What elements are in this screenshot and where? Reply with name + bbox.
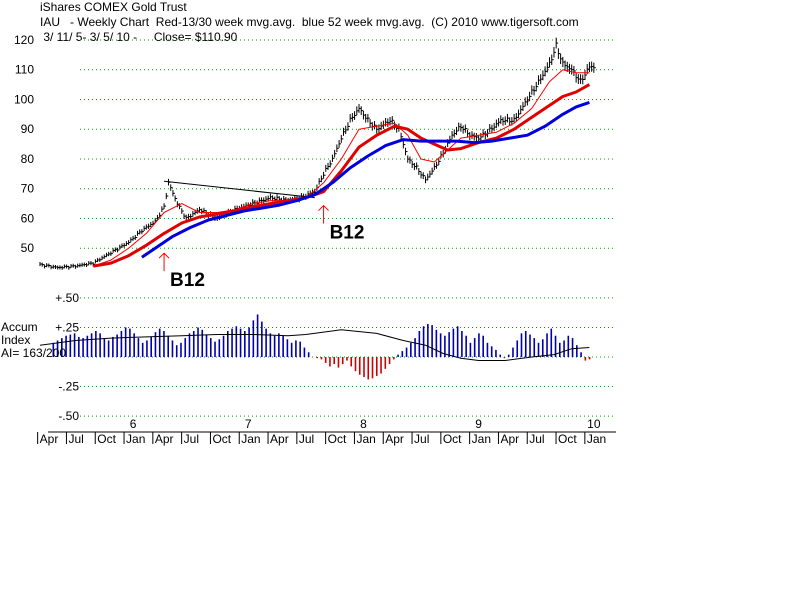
month-label: Oct bbox=[328, 432, 347, 446]
month-label: Jan bbox=[587, 432, 606, 446]
accum-tick-label: +.25 bbox=[55, 320, 79, 334]
price-tick-label: 100 bbox=[14, 92, 34, 106]
month-label: Oct bbox=[97, 432, 116, 446]
month-label: Apr bbox=[40, 432, 59, 446]
price-tick-label: 80 bbox=[21, 152, 35, 166]
moving-averages bbox=[92, 69, 591, 268]
accum-tick-label: -.50 bbox=[58, 409, 79, 423]
year-label: 9 bbox=[475, 417, 482, 431]
ma-13-week-line bbox=[93, 69, 590, 267]
accum-tick-label: +.50 bbox=[55, 291, 79, 305]
accum-title-line: Accum bbox=[1, 320, 38, 334]
buy-arrow-head bbox=[318, 204, 329, 211]
month-label: Apr bbox=[155, 432, 174, 446]
year-label: 7 bbox=[245, 417, 252, 431]
month-label: Jul bbox=[529, 432, 544, 446]
price-tick-label: 70 bbox=[21, 182, 35, 196]
accum-bars bbox=[52, 314, 591, 380]
month-label: Apr bbox=[500, 432, 519, 446]
month-label: Apr bbox=[385, 432, 404, 446]
price-trendline bbox=[164, 180, 315, 199]
month-label: Oct bbox=[212, 432, 231, 446]
trendline bbox=[164, 180, 315, 199]
year-label: 10 bbox=[587, 417, 601, 431]
month-label: Jul bbox=[184, 432, 199, 446]
month-label: Jan bbox=[241, 432, 260, 446]
month-label: Oct bbox=[558, 432, 577, 446]
price-bars bbox=[39, 37, 596, 270]
buy-signal-label: B12 bbox=[330, 223, 365, 244]
accum-title-line: Index bbox=[1, 333, 30, 347]
price-tick-label: 50 bbox=[21, 241, 35, 255]
month-label: Jul bbox=[299, 432, 314, 446]
month-label: Jul bbox=[414, 432, 429, 446]
month-label: Oct bbox=[443, 432, 462, 446]
price-tick-label: 120 bbox=[14, 33, 34, 47]
price-y-ticks: 50 60 70 80 90 100 110 120 bbox=[14, 33, 34, 255]
date-range-close: 3/ 11/ 5- 3/ 5/ 10 - Close= $110.90 bbox=[40, 30, 238, 44]
accum-signal bbox=[39, 329, 590, 361]
accum-y-ticks: +.50 +.25 -.25 -.50 bbox=[55, 291, 79, 423]
accum-grid bbox=[80, 297, 616, 417]
price-tick-label: 90 bbox=[21, 122, 35, 136]
month-label: Apr bbox=[270, 432, 289, 446]
month-label: Jan bbox=[126, 432, 145, 446]
ma-52-week-line bbox=[141, 100, 590, 259]
price-tick-label: 60 bbox=[21, 211, 35, 225]
year-label: 6 bbox=[130, 417, 137, 431]
year-label: 8 bbox=[360, 417, 367, 431]
buy-signal-label: B12 bbox=[170, 270, 205, 291]
buy-signals: B12 B12 bbox=[158, 204, 365, 291]
accum-tick-label: -.25 bbox=[58, 380, 79, 394]
accum-title-line: AI= 163/200 bbox=[1, 346, 66, 360]
month-label: Jan bbox=[472, 432, 491, 446]
month-label: Jan bbox=[356, 432, 375, 446]
chart-subtitle: IAU - Weekly Chart Red-13/30 week mvg.av… bbox=[40, 15, 579, 29]
month-label: Jul bbox=[68, 432, 83, 446]
buy-arrow-head bbox=[158, 252, 170, 259]
chart-title: iShares COMEX Gold Trust bbox=[40, 0, 187, 14]
ma-30-week-line bbox=[92, 83, 591, 268]
x-axis: 6 7 8 9 10 Apr Jul Oct Jan Apr Jul Oct Jan Apr Jul Oct J… bbox=[37, 417, 616, 446]
accum-signal-line bbox=[39, 329, 590, 361]
price-tick-label: 110 bbox=[15, 63, 34, 77]
